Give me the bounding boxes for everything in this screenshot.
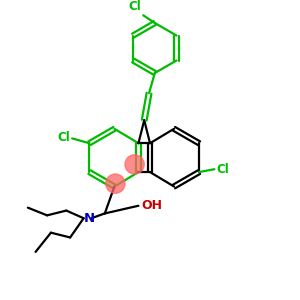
Text: Cl: Cl (129, 0, 141, 14)
Circle shape (106, 174, 125, 193)
Text: Cl: Cl (216, 163, 229, 176)
Text: OH: OH (141, 199, 162, 212)
Text: N: N (84, 212, 95, 225)
Text: Cl: Cl (57, 131, 70, 144)
Circle shape (125, 155, 144, 174)
